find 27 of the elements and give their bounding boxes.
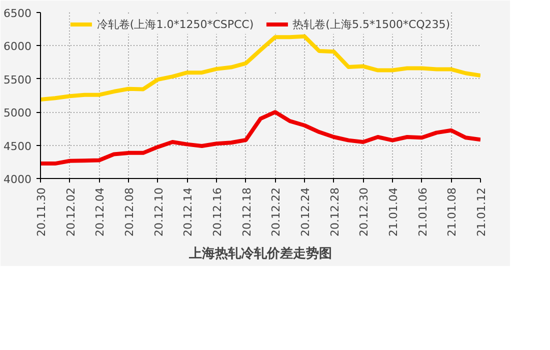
x-tick-label: 20.12.28 (328, 188, 342, 236)
line-series (40, 110, 480, 166)
text: 上海热轧冷轧价差走势图 (188, 246, 332, 262)
x-tick-label: 20.12.24 (299, 188, 312, 236)
x-tick-label: 20.12.02 (64, 188, 78, 236)
x-tick-label: 21.01.08 (446, 188, 459, 236)
x-tick-label: 21.01.06 (416, 188, 430, 236)
y-tick-label: 6000 (4, 40, 32, 54)
y-tick-label: 6500 (4, 7, 32, 20)
x-tick-label: 20.12.18 (240, 188, 254, 236)
y-tick-label: 5500 (4, 73, 32, 86)
legend-label: 热轧卷(上海5.5*1500*CQ235) (292, 16, 450, 32)
x-tick-label: 20.11.30 (35, 188, 48, 236)
y-tick-label: 4000 (4, 173, 32, 186)
x-tick-label: 20.12.04 (94, 188, 107, 236)
y-tick-label: 4500 (4, 140, 32, 153)
x-tick-label: 20.12.30 (358, 188, 371, 236)
x-tick-label: 20.12.14 (182, 188, 195, 236)
x-tick-label: 20.12.10 (152, 188, 166, 236)
x-tick-label: 20.12.08 (123, 188, 136, 236)
x-tick-label: 20.12.22 (270, 188, 283, 236)
legend-label: 冷轧卷(上海1.0*1250*CSPCC) (96, 16, 254, 32)
x-tick-label: 20.12.16 (211, 188, 224, 236)
x-tick-label: 21.01.04 (387, 188, 400, 236)
y-tick-label: 5000 (4, 106, 32, 120)
x-tick-label: 21.01.12 (475, 188, 488, 236)
line-series (40, 34, 480, 102)
